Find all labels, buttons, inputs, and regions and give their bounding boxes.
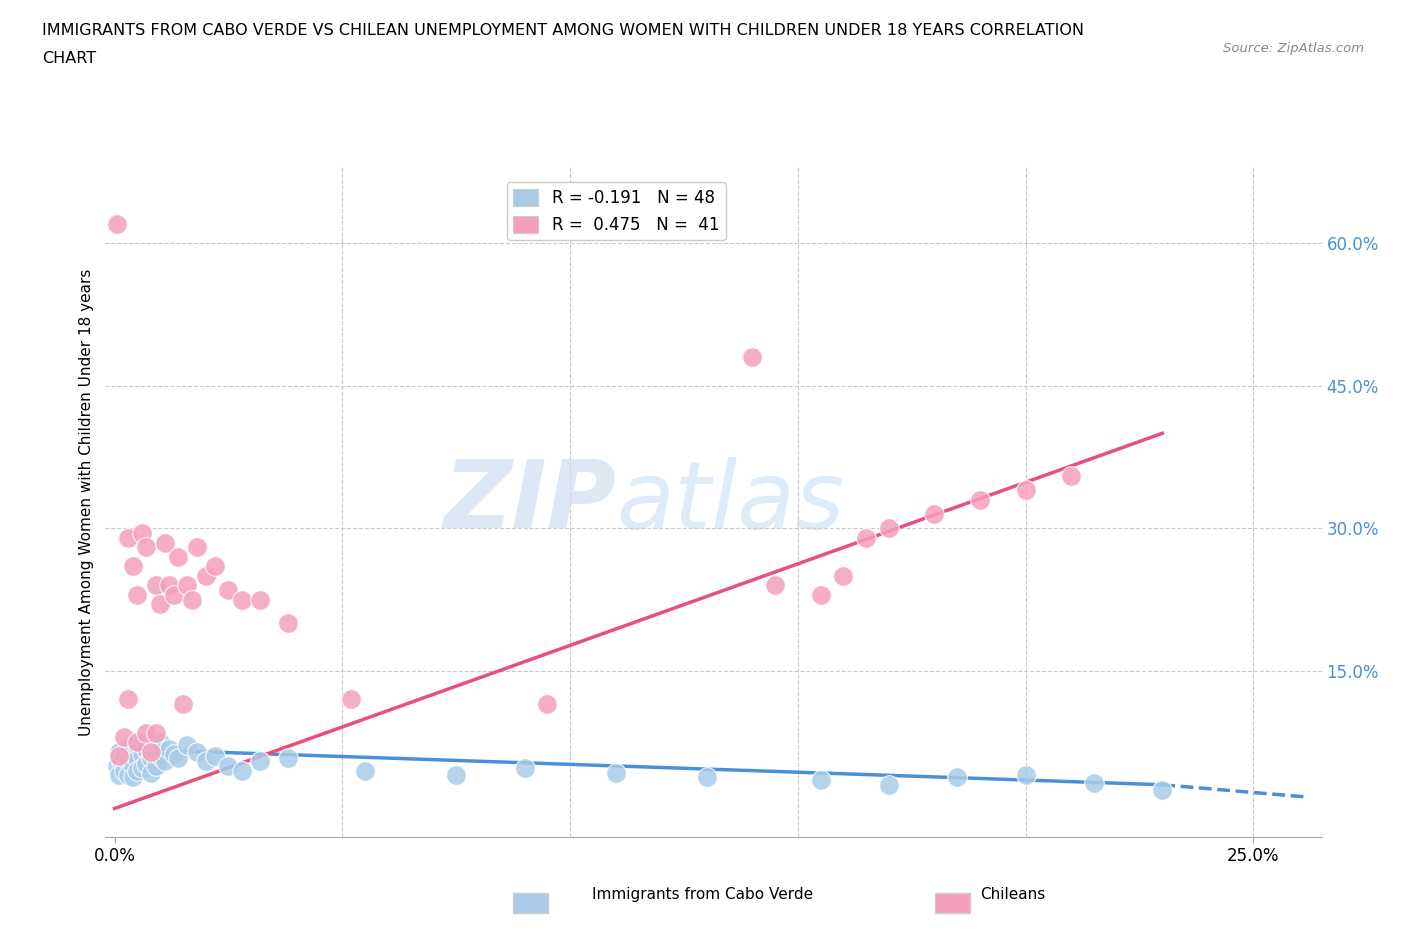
Point — [810, 588, 832, 603]
Point — [117, 768, 139, 783]
Point — [605, 766, 627, 781]
Point — [131, 760, 153, 775]
Point — [117, 530, 139, 545]
Point — [112, 764, 135, 778]
Point — [340, 692, 363, 707]
Point — [877, 521, 900, 536]
Point — [149, 749, 172, 764]
Point — [131, 525, 153, 540]
Point — [145, 725, 167, 740]
Point — [186, 744, 208, 759]
Point — [131, 747, 153, 762]
Point — [277, 616, 299, 631]
Point — [536, 697, 558, 711]
Point — [117, 753, 139, 768]
Point — [127, 737, 149, 752]
Point — [105, 217, 128, 232]
Text: Immigrants from Cabo Verde: Immigrants from Cabo Verde — [592, 887, 814, 902]
Point — [157, 578, 180, 592]
Point — [145, 578, 167, 592]
Y-axis label: Unemployment Among Women with Children Under 18 years: Unemployment Among Women with Children U… — [79, 269, 94, 736]
Point — [157, 741, 180, 756]
Point — [194, 568, 217, 583]
Point — [167, 550, 190, 565]
Point — [135, 741, 157, 756]
Point — [121, 770, 143, 785]
Point — [153, 535, 176, 550]
Point — [249, 753, 271, 768]
Point — [167, 751, 190, 765]
Point — [145, 744, 167, 759]
Point — [163, 747, 186, 762]
Point — [969, 492, 991, 507]
Point — [1014, 483, 1036, 498]
Legend: R = -0.191   N = 48, R =  0.475   N =  41: R = -0.191 N = 48, R = 0.475 N = 41 — [506, 182, 725, 241]
Point — [176, 578, 198, 592]
Point — [135, 756, 157, 771]
Point — [176, 737, 198, 752]
Point — [277, 751, 299, 765]
Point — [112, 730, 135, 745]
Point — [108, 768, 131, 783]
Point — [249, 592, 271, 607]
Text: Source: ZipAtlas.com: Source: ZipAtlas.com — [1223, 42, 1364, 55]
Point — [139, 744, 162, 759]
Text: IMMIGRANTS FROM CABO VERDE VS CHILEAN UNEMPLOYMENT AMONG WOMEN WITH CHILDREN UND: IMMIGRANTS FROM CABO VERDE VS CHILEAN UN… — [42, 23, 1084, 38]
Point — [741, 350, 763, 365]
Point — [108, 744, 131, 759]
Point — [1060, 469, 1083, 484]
Point — [946, 770, 969, 785]
Point — [172, 697, 194, 711]
Point — [121, 758, 143, 773]
Point — [135, 540, 157, 555]
Point — [231, 764, 253, 778]
Point — [127, 751, 149, 765]
Point — [112, 749, 135, 764]
Point — [121, 744, 143, 759]
Point — [117, 739, 139, 754]
Point — [135, 725, 157, 740]
Point — [513, 760, 536, 775]
Point — [105, 758, 128, 773]
Point — [149, 735, 172, 750]
Point — [139, 766, 162, 781]
Point — [810, 773, 832, 788]
Point — [924, 507, 946, 522]
Point — [1083, 776, 1105, 790]
Point — [153, 753, 176, 768]
Point — [217, 758, 239, 773]
Point — [231, 592, 253, 607]
Point — [204, 749, 226, 764]
Point — [832, 568, 855, 583]
Point — [127, 588, 149, 603]
Point — [1152, 782, 1174, 797]
Point — [217, 582, 239, 597]
Text: Chileans: Chileans — [980, 887, 1045, 902]
Point — [127, 764, 149, 778]
Point — [121, 559, 143, 574]
Point — [763, 578, 786, 592]
Point — [194, 753, 217, 768]
Text: ZIP: ZIP — [443, 457, 616, 548]
Point — [181, 592, 204, 607]
Text: atlas: atlas — [616, 457, 845, 548]
Point — [696, 770, 718, 785]
Point — [855, 530, 877, 545]
Point — [354, 764, 377, 778]
Text: CHART: CHART — [42, 51, 96, 66]
Point — [1014, 768, 1036, 783]
Point — [444, 768, 467, 783]
Point — [145, 758, 167, 773]
Point — [127, 735, 149, 750]
Point — [110, 753, 132, 768]
Point — [149, 597, 172, 612]
Point — [117, 692, 139, 707]
Point — [877, 777, 900, 792]
Point — [139, 751, 162, 765]
Point — [163, 588, 186, 603]
Point — [186, 540, 208, 555]
Point — [204, 559, 226, 574]
Point — [108, 749, 131, 764]
